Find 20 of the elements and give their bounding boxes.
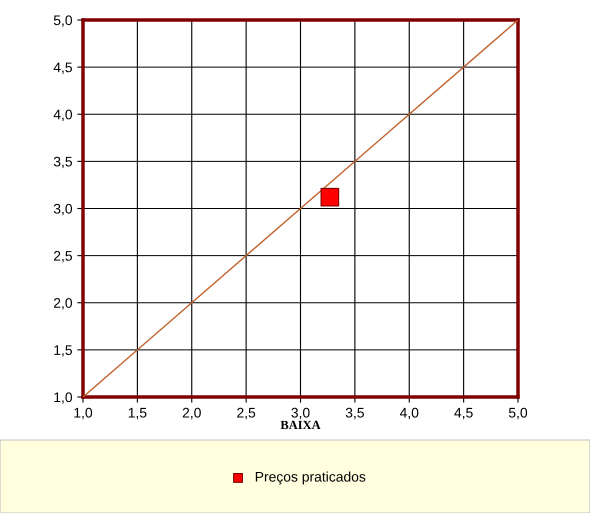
x-tick-label: 3,0: [291, 408, 310, 420]
x-tick-label: 1,0: [74, 408, 92, 420]
y-tick-label: 3,0: [54, 204, 72, 216]
legend-label: Preços praticados: [256, 471, 366, 485]
y-tick-label: 1,5: [54, 345, 72, 357]
x-tick-label: 5,0: [508, 408, 528, 420]
x-axis-title: BAIXA: [280, 420, 321, 430]
y-tick-label: 2,5: [54, 250, 72, 262]
y-tick-label: 5,0: [54, 15, 72, 27]
x-tick-label: 4,5: [454, 408, 473, 420]
x-tick-label: 4,0: [400, 408, 418, 420]
y-tick-label: 2,0: [54, 298, 72, 310]
x-tick-label: 2,0: [182, 408, 201, 420]
y-tick-label: 1,0: [54, 392, 72, 404]
x-tick-label: 1,5: [128, 408, 146, 420]
x-tick-label: 2,5: [237, 408, 256, 420]
y-tick-label: 4,5: [54, 62, 72, 74]
y-tick-label: 4,0: [54, 110, 72, 122]
y-tick-label: 3,5: [54, 156, 72, 168]
x-tick-label: 3,5: [346, 408, 364, 420]
